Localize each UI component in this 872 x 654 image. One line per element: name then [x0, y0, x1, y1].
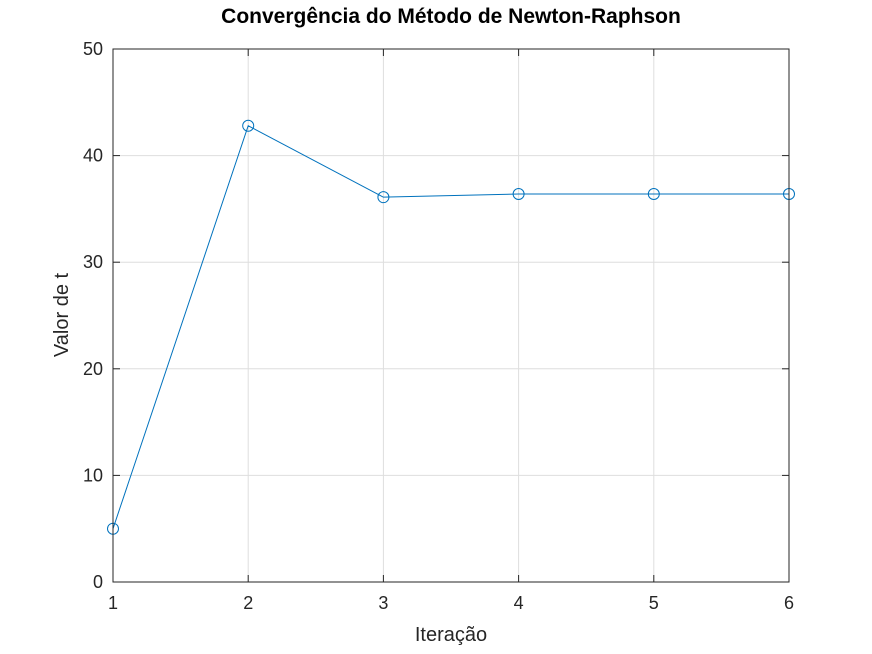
x-tick-label: 3 — [378, 593, 388, 613]
plot-area-border — [112, 48, 790, 583]
x-tick-label: 1 — [108, 593, 118, 613]
x-tick-labels: 1 2 3 4 5 6 — [108, 593, 794, 613]
y-tick-label: 20 — [83, 359, 103, 379]
series-layer — [107, 119, 795, 535]
x-tick-label: 6 — [784, 593, 794, 613]
y-tick-label: 40 — [83, 146, 103, 166]
y-tick-labels: 0 10 20 30 40 50 — [83, 39, 103, 592]
x-tick-label: 4 — [514, 593, 524, 613]
y-tick-label: 10 — [83, 465, 103, 485]
y-tick-label: 30 — [83, 252, 103, 272]
data-point-marker — [512, 187, 525, 200]
data-point-marker — [242, 119, 255, 132]
series-line — [112, 125, 789, 529]
ticks — [112, 48, 790, 583]
x-tick-label: 5 — [649, 593, 659, 613]
y-tick-label: 0 — [93, 572, 103, 592]
y-axis-label: Valor de t — [51, 272, 73, 357]
x-axis-label: Iteração — [415, 624, 487, 646]
data-point-marker — [377, 191, 390, 204]
chart-title: Convergência do Método de Newton-Raphson — [221, 5, 681, 28]
data-point-marker — [647, 187, 660, 200]
y-tick-label: 50 — [83, 39, 103, 59]
grid — [112, 48, 790, 583]
x-tick-label: 2 — [243, 593, 253, 613]
